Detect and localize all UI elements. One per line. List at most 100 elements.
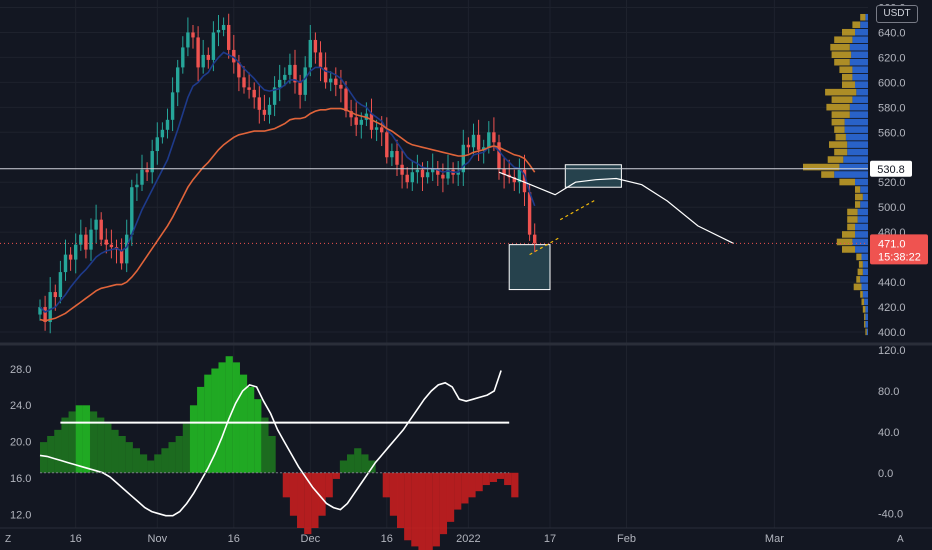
price-tick-label: 600.0 [878,77,906,89]
candle-body [176,67,180,93]
vp-bar-gold [847,223,855,231]
zone-box [508,244,551,291]
vp-bar-blue [860,201,868,208]
oscillator-bar [446,472,455,522]
candle-body [323,67,328,83]
candle-body [517,169,522,183]
vp-bar-blue [855,28,868,36]
oscillator-bar [347,454,355,473]
candle-body [390,151,394,158]
currency-button[interactable]: USDT [876,5,918,23]
vp-bar-gold [842,231,855,238]
vp-bar-gold [860,291,863,298]
vp-bar-gold [853,283,862,291]
candle-body [155,137,159,152]
candle-body [43,307,47,323]
oscillator-bar [132,448,141,473]
vp-bar-blue [852,238,868,246]
vp-bar-gold [834,36,853,44]
vp-bar-gold [860,13,866,21]
vp-bar-gold [834,58,850,66]
oscillator-bar [111,429,119,473]
oscillator-bar [425,472,433,550]
auto-scale-button[interactable]: A [897,534,904,545]
vp-bar-blue [852,66,868,73]
vp-bar-blue [866,328,868,336]
candle-body [211,32,216,60]
last-price-text: 471.0 [878,238,906,250]
candle-body [476,134,481,150]
candle-body [298,82,302,95]
oscillator-bar [332,472,340,479]
candle-body [201,54,205,68]
vp-bar-blue [847,141,868,148]
time-tick-label: 16 [228,533,240,545]
vp-bar-blue [852,96,868,103]
candle-body [267,104,272,115]
candle-body [400,164,404,175]
candle-body [482,147,486,150]
oscillator-bar [125,442,133,473]
oscillator-bar [397,472,405,528]
candle-body [119,249,124,264]
oscillator-bar [268,435,276,473]
candle-body [334,78,338,85]
oscillator-bar [82,405,91,473]
oscillator-bar [232,362,240,473]
vp-bar-blue [839,163,868,171]
vp-bar-gold [826,103,850,111]
oscillator-bar [189,405,198,473]
candle-body [415,169,420,173]
price-tick-label: 420.0 [878,302,906,314]
candle-body [58,272,63,298]
oscillator-bar [454,472,462,510]
vp-bar-blue [864,298,868,306]
price-badges: 530.8 471.015:38:22 [870,160,928,265]
time-tick-label: 16 [381,533,393,545]
oscillator-bar [389,472,398,516]
arrow-dashed [559,199,597,221]
candle-body [186,32,190,48]
candle-body [420,169,425,178]
oscillator-bar [182,423,190,473]
oscillator-bar [54,429,62,473]
candle-body [262,109,267,115]
countdown-text: 15:38:22 [878,251,921,263]
oscillator-bar [204,374,212,473]
vp-bar-gold [831,51,852,59]
vp-bar-blue [855,231,868,238]
vp-bar-blue [855,81,868,88]
candle-body [344,88,348,112]
vp-bar-gold [857,268,863,276]
indicator-axis: 120.0 80.0 40.0 0.0 -40.0 28.0 24.0 20.0 16.0 12.… [10,345,906,521]
resistance-badge-text: 530.8 [877,164,905,176]
oscillator-bar [297,472,305,528]
price-tick-label: 400.0 [878,327,906,339]
candle-body [522,169,527,193]
candle-body [63,254,68,273]
candle-body [150,151,154,173]
oscillator-bar [247,386,255,473]
candle-body [527,192,532,235]
candle-body [160,129,165,138]
candle-body [89,229,93,250]
candle-body [512,177,516,183]
zoom-button[interactable]: Z [5,534,12,545]
vp-bar-blue [865,306,868,313]
time-tick-label: Dec [301,533,321,545]
oscillator-bar [118,435,126,473]
vp-bar-blue [856,88,868,96]
vp-bar-gold [825,88,857,96]
vp-bar-gold [855,193,863,201]
projection-line [498,171,734,244]
vp-bar-gold [829,141,848,148]
vp-bar-gold [858,261,863,268]
vp-bar-gold [830,43,850,51]
candle-body [369,113,374,130]
candle-body [533,234,537,244]
candle-body [242,77,246,88]
oscillator-bar [496,472,505,479]
candle-body [308,39,312,68]
candle-body [257,97,261,110]
